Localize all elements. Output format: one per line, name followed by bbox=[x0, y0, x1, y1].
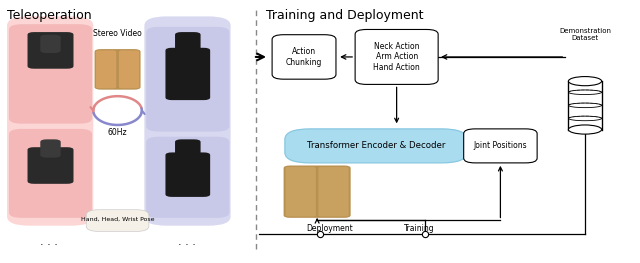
FancyBboxPatch shape bbox=[86, 210, 149, 231]
FancyBboxPatch shape bbox=[272, 35, 336, 79]
FancyBboxPatch shape bbox=[40, 35, 61, 53]
FancyBboxPatch shape bbox=[7, 16, 93, 226]
FancyBboxPatch shape bbox=[28, 32, 74, 69]
FancyBboxPatch shape bbox=[96, 50, 116, 88]
FancyBboxPatch shape bbox=[147, 137, 229, 218]
FancyBboxPatch shape bbox=[147, 27, 229, 132]
Text: Joint Positions: Joint Positions bbox=[474, 141, 527, 150]
FancyBboxPatch shape bbox=[119, 50, 140, 88]
FancyBboxPatch shape bbox=[95, 49, 141, 90]
FancyBboxPatch shape bbox=[175, 32, 200, 58]
Text: Hand, Head, Wrist Pose: Hand, Head, Wrist Pose bbox=[81, 217, 154, 222]
FancyBboxPatch shape bbox=[175, 139, 200, 160]
FancyBboxPatch shape bbox=[145, 16, 230, 226]
FancyBboxPatch shape bbox=[285, 129, 467, 163]
Text: 60Hz: 60Hz bbox=[108, 128, 127, 137]
Ellipse shape bbox=[568, 77, 602, 86]
Text: · · ·: · · · bbox=[178, 240, 196, 250]
Text: Transformer Encoder & Decoder: Transformer Encoder & Decoder bbox=[307, 141, 445, 150]
FancyBboxPatch shape bbox=[284, 165, 351, 218]
Ellipse shape bbox=[568, 125, 602, 134]
Text: Training and Deployment: Training and Deployment bbox=[266, 8, 423, 22]
Text: Stereo Video: Stereo Video bbox=[93, 29, 142, 38]
Text: Demonstration
Dataset: Demonstration Dataset bbox=[559, 28, 611, 41]
FancyBboxPatch shape bbox=[464, 129, 537, 163]
Text: Neck Action
Arm Action
Hand Action: Neck Action Arm Action Hand Action bbox=[373, 42, 420, 72]
Text: Teleoperation: Teleoperation bbox=[7, 8, 92, 22]
FancyBboxPatch shape bbox=[28, 147, 74, 184]
FancyBboxPatch shape bbox=[355, 29, 438, 84]
FancyBboxPatch shape bbox=[40, 139, 61, 158]
FancyBboxPatch shape bbox=[285, 167, 316, 216]
FancyBboxPatch shape bbox=[319, 167, 349, 216]
Text: Deployment: Deployment bbox=[306, 224, 353, 233]
Text: Action
Chunking: Action Chunking bbox=[286, 47, 322, 67]
Text: Training: Training bbox=[404, 224, 435, 233]
Text: · · ·: · · · bbox=[40, 240, 58, 250]
FancyBboxPatch shape bbox=[9, 129, 92, 218]
FancyBboxPatch shape bbox=[166, 153, 210, 197]
FancyBboxPatch shape bbox=[9, 24, 92, 124]
FancyBboxPatch shape bbox=[166, 48, 210, 100]
